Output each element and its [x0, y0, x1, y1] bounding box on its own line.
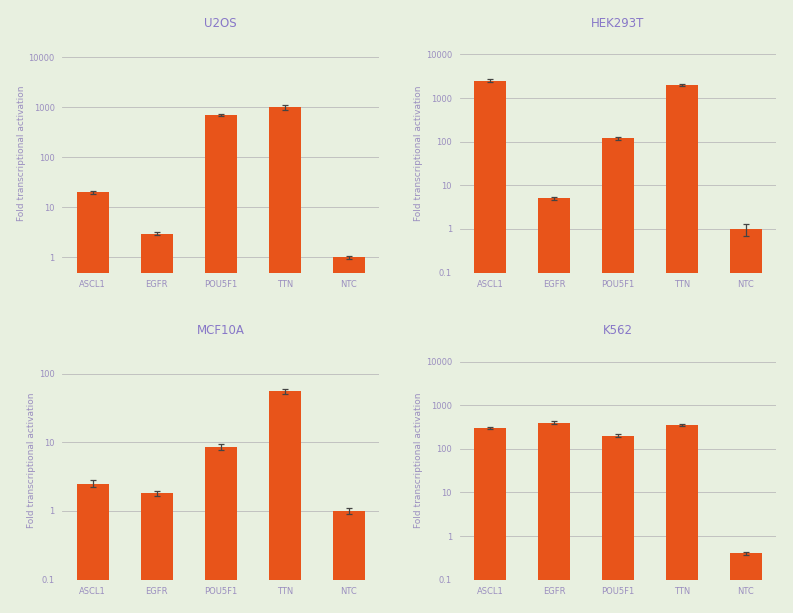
Title: U2OS: U2OS	[205, 17, 237, 29]
Y-axis label: Fold transcriptional activation: Fold transcriptional activation	[27, 392, 36, 528]
Y-axis label: Fold transcriptional activation: Fold transcriptional activation	[414, 85, 423, 221]
Bar	[474, 81, 506, 613]
Bar	[77, 484, 109, 613]
Bar	[538, 199, 570, 613]
Y-axis label: Fold transcriptional activation: Fold transcriptional activation	[414, 392, 423, 528]
Title: MCF10A: MCF10A	[197, 324, 245, 337]
Bar	[602, 436, 634, 613]
Bar	[269, 392, 301, 613]
Bar	[666, 85, 698, 613]
Bar	[205, 447, 237, 613]
Bar	[602, 138, 634, 613]
Bar	[666, 425, 698, 613]
Bar	[538, 422, 570, 613]
Bar	[77, 192, 109, 613]
Title: K562: K562	[603, 324, 633, 337]
Bar	[333, 257, 365, 613]
Y-axis label: Fold transcriptional activation: Fold transcriptional activation	[17, 85, 25, 221]
Bar	[269, 107, 301, 613]
Bar	[474, 428, 506, 613]
Bar	[205, 115, 237, 613]
Bar	[140, 234, 173, 613]
Bar	[140, 493, 173, 613]
Title: HEK293T: HEK293T	[592, 17, 645, 29]
Bar	[730, 554, 762, 613]
Bar	[730, 229, 762, 613]
Bar	[333, 511, 365, 613]
